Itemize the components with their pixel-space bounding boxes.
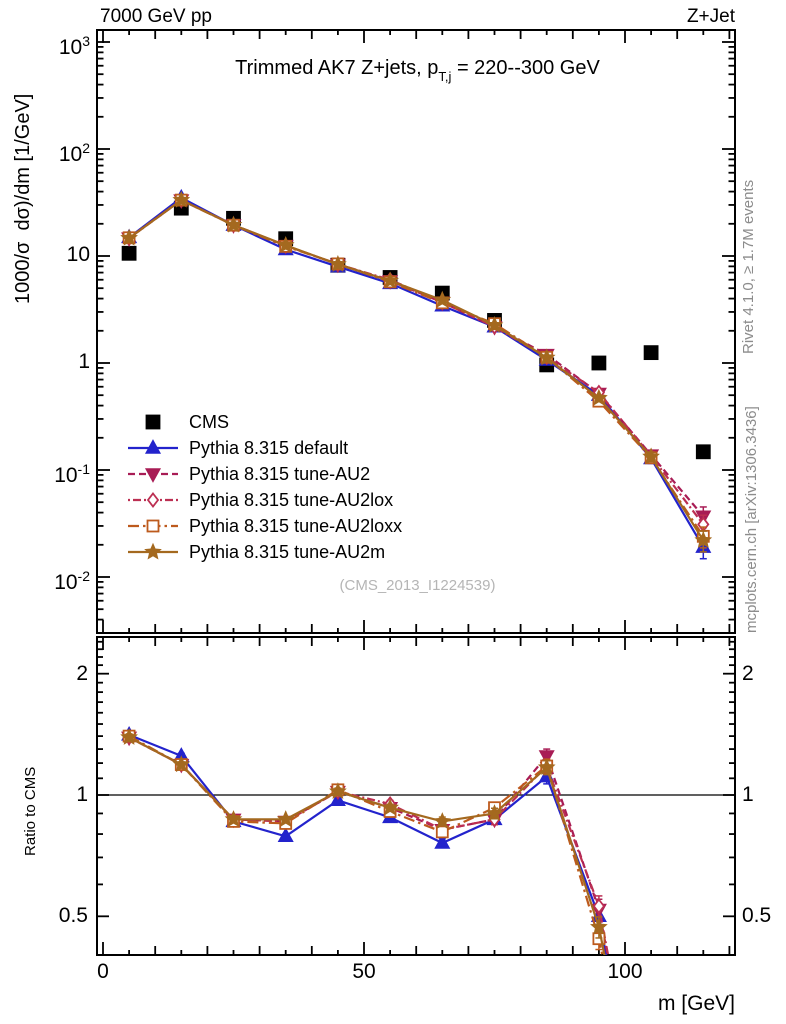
mcplots-arxiv-note: mcplots.cern.ch [arXiv:1306.3436] <box>743 406 760 633</box>
ratio-y-axis-label: Ratio to CMS <box>22 766 39 856</box>
ratio-y-tick-label: 0.5 <box>58 904 88 928</box>
ratio-y-tick-label-right: 2 <box>742 661 754 685</box>
beam-energy-label: 7000 GeV pp <box>100 6 212 27</box>
main-y-tick-label: 10-1 <box>54 461 90 487</box>
cms-marker-swatch <box>145 414 161 430</box>
legend-label: Pythia 8.315 tune-AU2 <box>189 463 371 484</box>
tune-au2m-swatch <box>128 542 178 560</box>
tune-au2loxx-swatch <box>128 519 178 533</box>
legend-label: Pythia 8.315 tune-AU2lox <box>189 489 394 510</box>
main-y-tick-label: 102 <box>58 140 90 166</box>
legend-label: CMS <box>189 411 229 432</box>
main-y-tick-label: 103 <box>58 33 90 59</box>
legend-item-default: Pythia 8.315 default <box>127 435 402 461</box>
legend-label: Pythia 8.315 tune-AU2m <box>189 541 386 562</box>
legend-item-au2loxx: Pythia 8.315 tune-AU2loxx <box>127 513 402 539</box>
ratio-y-tick-label: 2 <box>76 661 88 685</box>
legend-item-au2lox: Pythia 8.315 tune-AU2lox <box>127 487 402 513</box>
rivet-version-note: Rivet 4.1.0, ≥ 1.7M events <box>740 179 757 354</box>
legend-item-au2m: Pythia 8.315 tune-AU2m <box>127 539 402 565</box>
legend-label: Pythia 8.315 tune-AU2loxx <box>189 515 403 536</box>
main-y-tick-label: 1 <box>78 350 90 373</box>
pythia-default-swatch <box>128 439 178 454</box>
main-y-axis-label: 1000/σ dσ)/dm [1/GeV] <box>12 93 34 304</box>
x-tick-label: 0 <box>97 960 109 983</box>
x-axis-label: m [GeV] <box>657 992 735 1015</box>
legend: CMS Pythia 8.315 default Pythia 8.315 tu… <box>127 409 402 565</box>
legend-label: Pythia 8.315 default <box>189 437 349 458</box>
x-tick-label: 50 <box>352 960 376 983</box>
plot-title-text: Trimmed AK7 Z+jets, p <box>235 57 439 79</box>
plot-title: Trimmed AK7 Z+jets, pT,j = 220--300 GeV <box>100 57 735 84</box>
main-y-tick-label: 10 <box>66 243 90 266</box>
legend-item-cms: CMS <box>127 409 402 435</box>
plot-title-subscript: T,j <box>438 69 452 84</box>
tune-au2lox-swatch <box>128 492 178 508</box>
x-tick-label: 100 <box>607 960 643 983</box>
ratio-y-tick-label-right: 0.5 <box>742 904 772 928</box>
main-y-tick-label: 10-2 <box>54 568 90 594</box>
ratio-y-tick-label: 1 <box>76 783 88 806</box>
tune-au2-swatch <box>128 468 178 483</box>
ratio-y-tick-label-right: 1 <box>742 783 754 806</box>
analysis-id-watermark: (CMS_2013_I1224539) <box>339 577 496 594</box>
process-label: Z+Jet <box>686 6 735 27</box>
plot-title-range: = 220--300 GeV <box>451 57 600 79</box>
legend-item-au2: Pythia 8.315 tune-AU2 <box>127 461 402 487</box>
